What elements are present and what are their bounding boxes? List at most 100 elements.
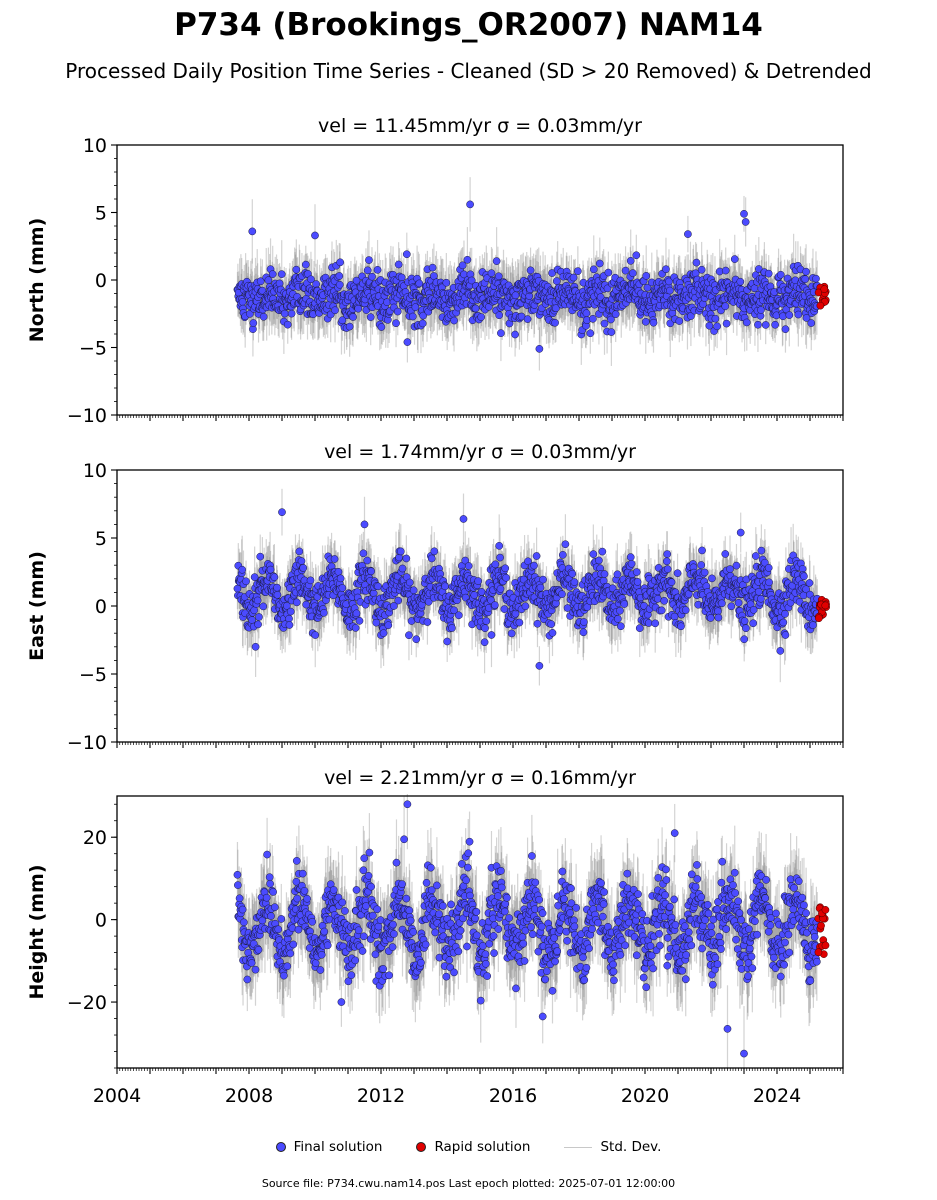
final-solution-point <box>675 317 684 325</box>
final-solution-point <box>259 602 268 611</box>
final-solution-point <box>295 547 304 556</box>
final-solution-point <box>299 564 308 572</box>
final-solution-point <box>392 319 400 328</box>
final-solution-point <box>306 576 315 585</box>
final-solution-point <box>464 562 473 570</box>
final-solution-point <box>311 631 320 639</box>
final-solution-point <box>396 547 405 556</box>
final-solution-point <box>764 269 773 278</box>
final-solution-point <box>264 276 273 285</box>
final-solution-point <box>390 602 398 610</box>
final-solution-point <box>398 564 407 573</box>
final-solution-point <box>352 609 361 618</box>
final-solution-point <box>477 313 486 321</box>
final-solution-point <box>312 280 320 288</box>
final-solution-point <box>450 606 458 615</box>
final-solution-point <box>292 265 301 274</box>
final-solution-point <box>359 549 368 558</box>
final-solution-point <box>466 200 474 209</box>
final-solution-point <box>721 266 730 275</box>
final-solution-point <box>474 577 482 585</box>
final-solution-point <box>408 312 417 321</box>
final-solution-point <box>233 584 242 593</box>
final-solution-point <box>250 573 259 581</box>
final-solution-point <box>801 275 810 284</box>
final-solution-point <box>430 547 439 556</box>
final-solution-point <box>336 258 345 267</box>
final-solution-point <box>249 319 258 327</box>
final-solution-point <box>741 218 750 226</box>
final-solution-point <box>424 597 433 606</box>
final-solution-point <box>632 251 641 260</box>
data-layer <box>233 488 830 686</box>
final-solution-point <box>665 286 674 295</box>
final-solution-point <box>351 624 360 632</box>
final-solution-point <box>771 320 779 329</box>
final-solution-point <box>311 231 319 240</box>
final-solution-point <box>552 304 560 313</box>
final-solution-point <box>757 306 765 314</box>
final-solution-point <box>722 319 731 328</box>
final-solution-point <box>450 316 458 325</box>
final-solution-point <box>589 314 597 323</box>
final-solution-point <box>477 588 486 596</box>
figure-title: P734 (Brookings_OR2007) NAM14 <box>174 7 763 43</box>
final-solution-point <box>643 283 652 292</box>
final-solution-point <box>607 328 616 336</box>
final-solution-point <box>363 556 372 565</box>
figure-subtitle: Processed Daily Position Time Series - C… <box>65 59 871 83</box>
final-solution-point <box>692 258 701 267</box>
final-solution-point <box>665 277 673 286</box>
final-solution-point <box>319 609 328 617</box>
final-solution-point <box>754 320 762 329</box>
final-solution-point <box>368 272 376 281</box>
rapid-solution-point <box>820 285 829 293</box>
final-solution-point <box>582 309 591 318</box>
final-solution-point <box>802 314 811 322</box>
final-solution-point <box>256 277 265 286</box>
final-solution-point <box>405 631 413 640</box>
final-solution-point <box>779 312 787 321</box>
final-solution-point <box>569 273 578 282</box>
final-solution-point <box>807 319 816 327</box>
final-solution-point <box>418 319 427 328</box>
final-solution-point <box>649 318 658 327</box>
final-solution-point <box>374 582 382 591</box>
final-solution-point <box>535 345 544 353</box>
final-solution-point <box>548 269 556 277</box>
final-solution-point <box>494 272 503 281</box>
final-solution-point <box>277 270 286 278</box>
rapid-solution-point <box>816 301 825 310</box>
final-solution-point <box>238 565 247 574</box>
final-solution-point <box>409 586 418 595</box>
final-solution-point <box>600 319 609 328</box>
final-solution-point <box>467 276 476 285</box>
final-solution-point <box>740 210 748 218</box>
final-solution-point <box>626 256 635 265</box>
final-solution-point <box>258 286 267 295</box>
final-solution-point <box>802 267 810 276</box>
final-solution-point <box>283 320 292 329</box>
final-solution-point <box>463 255 472 264</box>
final-solution-point <box>259 312 268 321</box>
final-solution-point <box>742 318 751 327</box>
final-solution-point <box>336 574 345 583</box>
final-solution-point <box>551 318 559 327</box>
final-solution-point <box>367 567 375 576</box>
final-solution-point <box>482 617 491 625</box>
final-solution-point <box>441 582 449 591</box>
final-solution-point <box>286 607 295 616</box>
final-solution-point <box>428 263 437 272</box>
final-solution-point <box>419 311 427 320</box>
final-solution-points <box>233 508 822 670</box>
final-solution-point <box>470 591 479 599</box>
data-layer <box>233 177 830 371</box>
final-solution-point <box>595 259 604 268</box>
final-solution-point <box>334 567 343 576</box>
final-solution-point <box>427 554 436 563</box>
final-solution-point <box>552 277 561 285</box>
final-solution-point <box>607 315 615 324</box>
final-solution-point <box>377 323 386 331</box>
final-solution-point <box>497 329 505 338</box>
